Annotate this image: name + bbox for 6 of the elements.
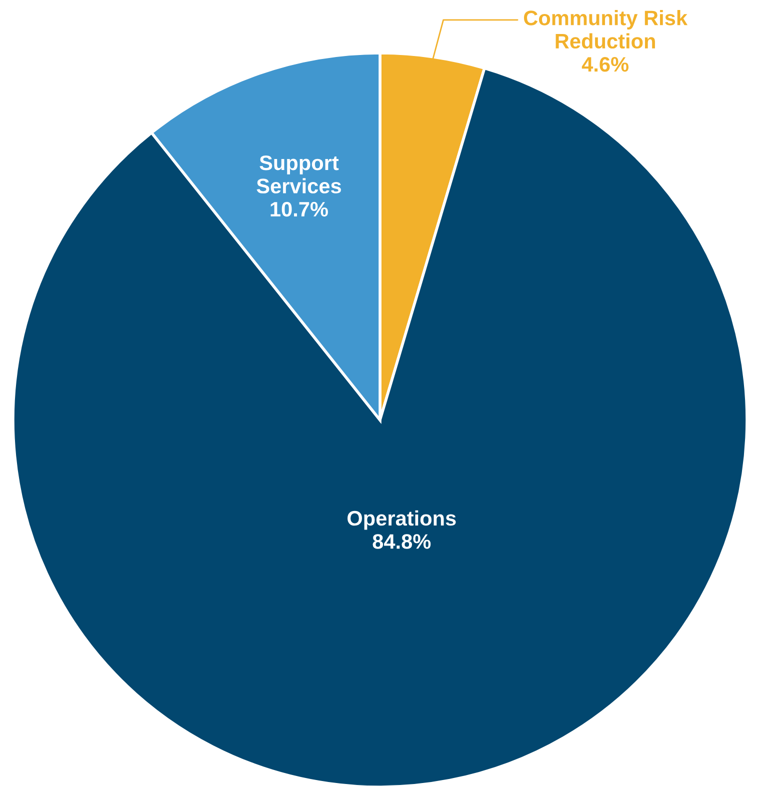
- data-label: 84.8%: [372, 534, 431, 549]
- slice-label: Operations: [348, 510, 456, 530]
- slice-label: Community Risk Reduction: [524, 10, 688, 49]
- data-label: 10.7%: [270, 202, 328, 217]
- slice-label: Support Services: [256, 155, 341, 194]
- data-label: 4.6%: [582, 57, 629, 72]
